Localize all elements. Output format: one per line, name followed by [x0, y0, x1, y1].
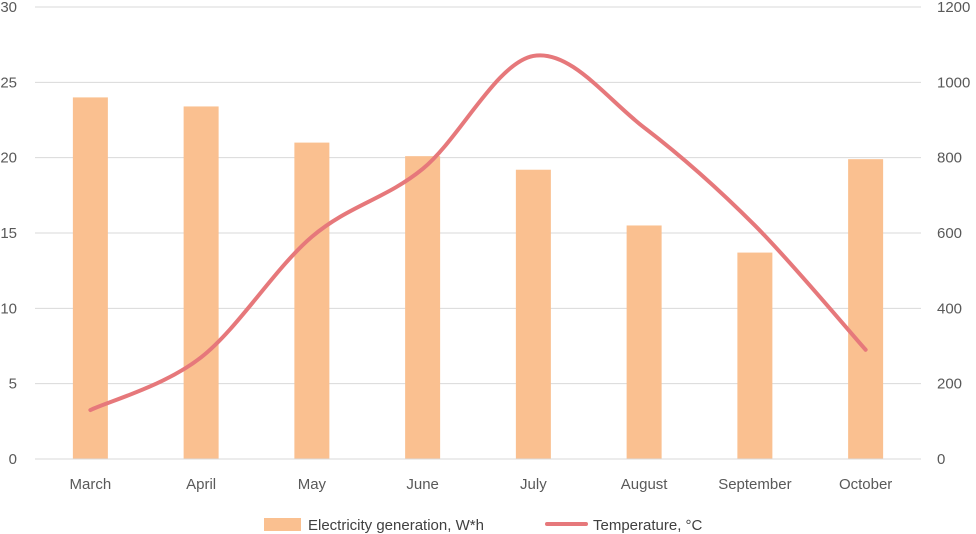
x-tick-label: April [186, 476, 216, 493]
x-tick-label: July [520, 476, 547, 493]
bar-series [72, 97, 884, 460]
bar [848, 159, 884, 459]
y-left-tick-label: 30 [0, 0, 17, 16]
bar [737, 252, 773, 459]
y-right-tick-label: 600 [937, 225, 962, 242]
bar [294, 142, 330, 459]
y-right-tick-label: 0 [937, 451, 945, 468]
legend: Electricity generation, W*h Temperature,… [264, 517, 703, 534]
x-tick-label: May [298, 476, 327, 493]
x-tick-label: September [718, 476, 791, 493]
y-right-tick-label: 1200 [937, 0, 970, 16]
x-tick-label: June [406, 476, 439, 493]
bar [515, 169, 551, 459]
x-tick-label: October [839, 476, 892, 493]
axes: 0 5 10 15 20 25 30 0 200 400 600 800 1000 1200 March Ap… [0, 0, 970, 493]
y-right-tick-label: 400 [937, 300, 962, 317]
y-left-tick-label: 0 [9, 451, 17, 468]
bar [626, 225, 662, 459]
y-right-tick-label: 1000 [937, 74, 970, 91]
bar [72, 97, 108, 460]
bar [183, 106, 219, 459]
legend-label-electricity: Electricity generation, W*h [308, 517, 484, 534]
x-tick-label: March [70, 476, 112, 493]
legend-label-temperature: Temperature, °C [593, 517, 703, 534]
line-series [88, 53, 868, 413]
y-left-tick-label: 10 [0, 300, 17, 317]
bar [405, 156, 441, 459]
y-left-tick-label: 15 [0, 225, 17, 242]
y-left-tick-label: 20 [0, 150, 17, 167]
y-left-tick-label: 5 [9, 376, 17, 393]
y-right-tick-label: 800 [937, 150, 962, 167]
y-left-tick-label: 25 [0, 74, 17, 91]
gridlines [35, 6, 921, 460]
legend-swatch-electricity [264, 518, 301, 531]
y-right-tick-label: 200 [937, 376, 962, 393]
temperature-line [88, 53, 868, 413]
x-tick-label: August [621, 476, 669, 493]
